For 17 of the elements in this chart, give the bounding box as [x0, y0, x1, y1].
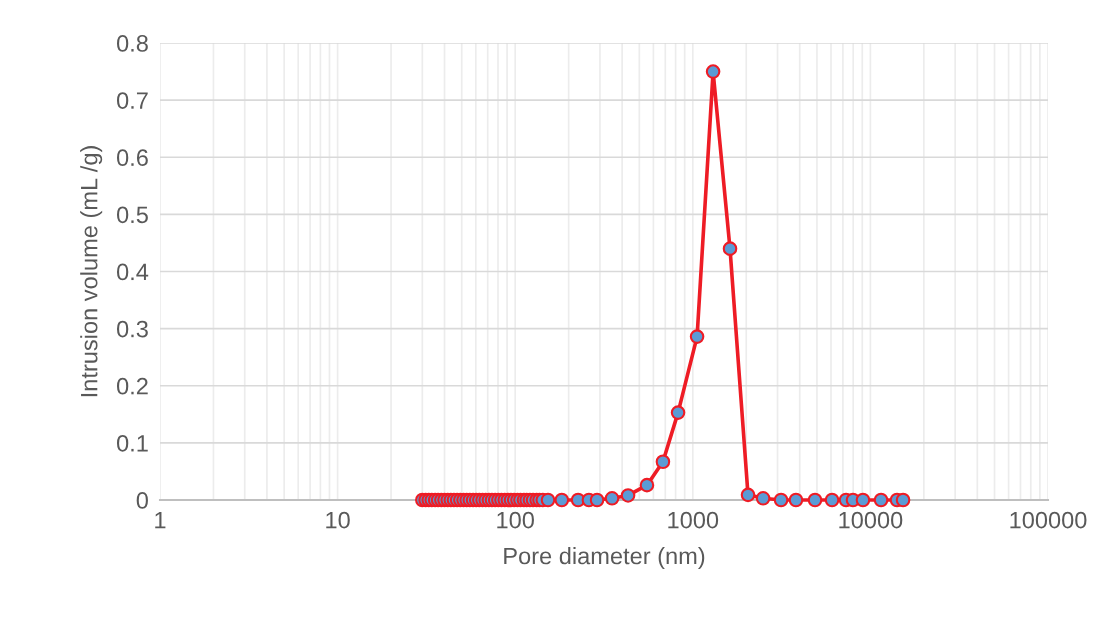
y-tick-label: 0.2	[116, 377, 148, 395]
y-tick-label: 0	[136, 492, 148, 509]
y-tick-label: 0.6	[116, 149, 148, 167]
x-tick-label: 1000	[668, 511, 719, 529]
y-tick-label: 0.4	[116, 263, 149, 281]
y-tick-label: 0.5	[116, 206, 148, 224]
x-tick-label: 10000	[839, 511, 903, 529]
x-tick-label: 100	[497, 511, 534, 529]
y-tick-label: 0.8	[116, 35, 148, 52]
y-axis-title: Intrusion volume (mL /g)	[80, 146, 103, 397]
x-tick-label: 1	[155, 511, 166, 529]
x-tick-label: 100000	[1010, 511, 1087, 529]
y-tick-label: 0.7	[116, 92, 148, 109]
y-tick-label: 0.3	[116, 320, 148, 338]
x-axis-title: Pore diameter (nm)	[504, 547, 705, 570]
y-tick-label: 0.1	[116, 434, 148, 452]
x-tick-label: 10	[326, 511, 350, 529]
